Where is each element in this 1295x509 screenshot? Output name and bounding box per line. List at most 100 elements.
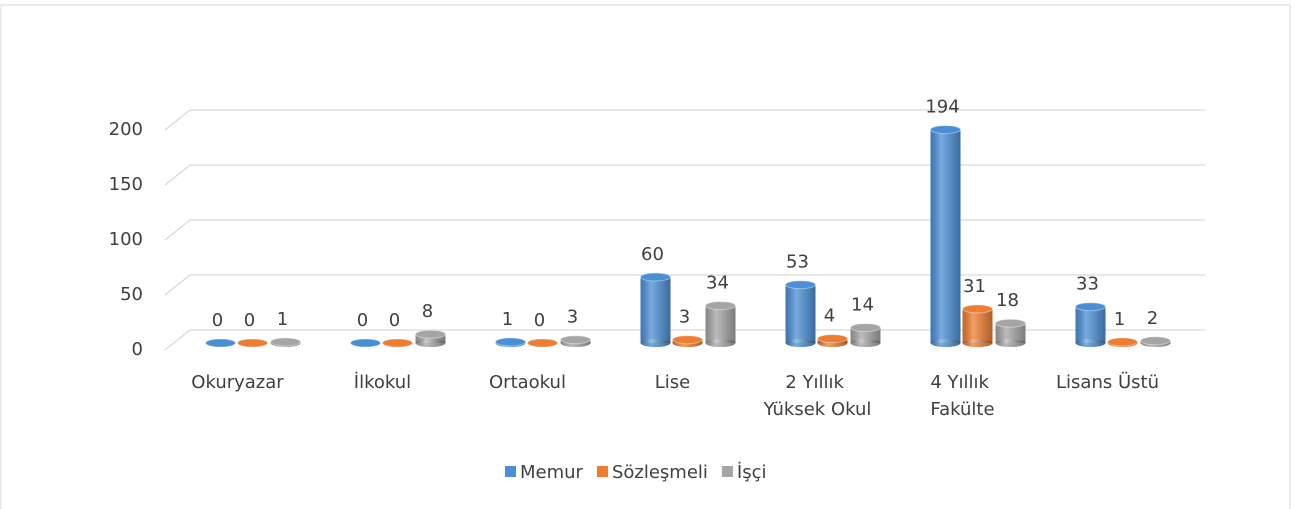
bar-shade <box>705 305 736 343</box>
grid-line <box>164 274 1205 296</box>
bar-shade-bottom <box>1075 339 1106 347</box>
bar-top <box>817 334 848 344</box>
bar <box>495 337 526 347</box>
bar-shade <box>785 284 816 343</box>
x-tick-label: Ortaokul <box>489 372 566 393</box>
bar-top <box>850 323 881 333</box>
data-label: 18 <box>996 290 1019 311</box>
bar-shade-bottom <box>640 339 671 347</box>
bar-shade <box>962 308 993 343</box>
bar-shade <box>930 129 961 343</box>
bar-top <box>1075 302 1106 312</box>
y-tick-label: 50 <box>120 284 143 305</box>
bar-top <box>415 329 446 339</box>
bar-top <box>270 337 301 347</box>
data-label: 8 <box>422 301 433 322</box>
bar-top <box>672 335 703 345</box>
legend-swatch <box>505 466 516 477</box>
bar <box>930 125 961 347</box>
data-label: 0 <box>357 310 368 331</box>
bar-top <box>785 280 816 290</box>
bar-top <box>350 338 381 348</box>
bar-shade-bottom <box>995 339 1026 347</box>
data-label: 31 <box>963 276 986 297</box>
bar <box>995 318 1026 347</box>
legend-swatch <box>721 466 733 477</box>
bar-top <box>560 335 591 345</box>
legend-label: Sözleşmeli <box>612 462 708 483</box>
bar <box>962 304 993 347</box>
data-label: 0 <box>244 310 255 331</box>
bar <box>672 335 703 347</box>
bar-shade-bottom <box>962 339 993 347</box>
bar-top <box>1107 337 1138 347</box>
bar-shade <box>415 334 446 343</box>
x-tick-label: Lisans Üstü <box>1056 371 1159 393</box>
data-label: 14 <box>851 295 874 316</box>
chart-border <box>0 4 1291 509</box>
data-label: 0 <box>534 310 545 331</box>
x-tick-label: Okuryazar <box>191 372 284 393</box>
data-label: 60 <box>641 244 664 265</box>
bar <box>705 301 736 347</box>
bar <box>270 337 301 347</box>
bar-top <box>930 125 961 135</box>
bar-shade-bottom <box>705 339 736 347</box>
data-label: 1 <box>1114 309 1125 330</box>
grid-line <box>164 109 1205 131</box>
bar <box>1140 336 1171 347</box>
bar-shade-bottom <box>850 339 881 347</box>
bar-shade-bottom <box>930 339 961 347</box>
bar <box>382 338 413 348</box>
bar-shade <box>640 277 671 343</box>
data-label: 3 <box>567 307 578 328</box>
data-label: 34 <box>706 273 729 294</box>
data-label: 53 <box>786 252 809 273</box>
bar-top <box>995 318 1026 328</box>
bar-top <box>962 304 993 314</box>
legend-label: İşçi <box>737 462 767 483</box>
x-tick-label: İlkokul <box>354 372 411 393</box>
legend-label: Memur <box>520 462 584 483</box>
bar-shade-bottom <box>415 339 446 347</box>
bar <box>415 329 446 347</box>
bar-shade <box>1075 306 1106 343</box>
grid-line <box>164 164 1205 186</box>
bar-shade <box>995 323 1026 343</box>
data-label: 0 <box>212 310 223 331</box>
x-tick-label: 2 Yıllık Yüksek Okul <box>763 372 872 420</box>
bar <box>1107 337 1138 347</box>
grid-line <box>164 219 1205 241</box>
bar-top <box>382 338 413 348</box>
bar-top <box>640 272 671 282</box>
data-label: 1 <box>502 309 513 330</box>
bar-shade <box>850 327 881 343</box>
bar <box>785 280 816 347</box>
x-tick-label: Lise <box>655 372 690 393</box>
bar <box>350 338 381 348</box>
legend-swatch <box>596 466 608 477</box>
y-tick-label: 100 <box>109 229 143 250</box>
data-label: 33 <box>1076 274 1099 295</box>
y-tick-label: 150 <box>109 174 143 195</box>
bar-top <box>1140 336 1171 346</box>
data-label: 2 <box>1147 308 1158 329</box>
data-label: 4 <box>824 306 835 327</box>
bar <box>850 323 881 347</box>
data-label: 1 <box>277 309 288 330</box>
y-tick-label: 0 <box>132 339 143 360</box>
bar-shade-bottom <box>785 339 816 347</box>
bar-top <box>205 338 236 348</box>
bar <box>560 335 591 347</box>
data-label: 0 <box>389 310 400 331</box>
bar <box>817 334 848 347</box>
bar-top <box>237 338 268 348</box>
data-label: 194 <box>925 97 959 118</box>
x-tick-label: 4 Yıllık Fakülte <box>930 372 994 420</box>
bar <box>527 338 558 348</box>
data-label: 3 <box>679 307 690 328</box>
bar <box>205 338 236 348</box>
bar <box>640 272 671 347</box>
bar-top <box>495 337 526 347</box>
